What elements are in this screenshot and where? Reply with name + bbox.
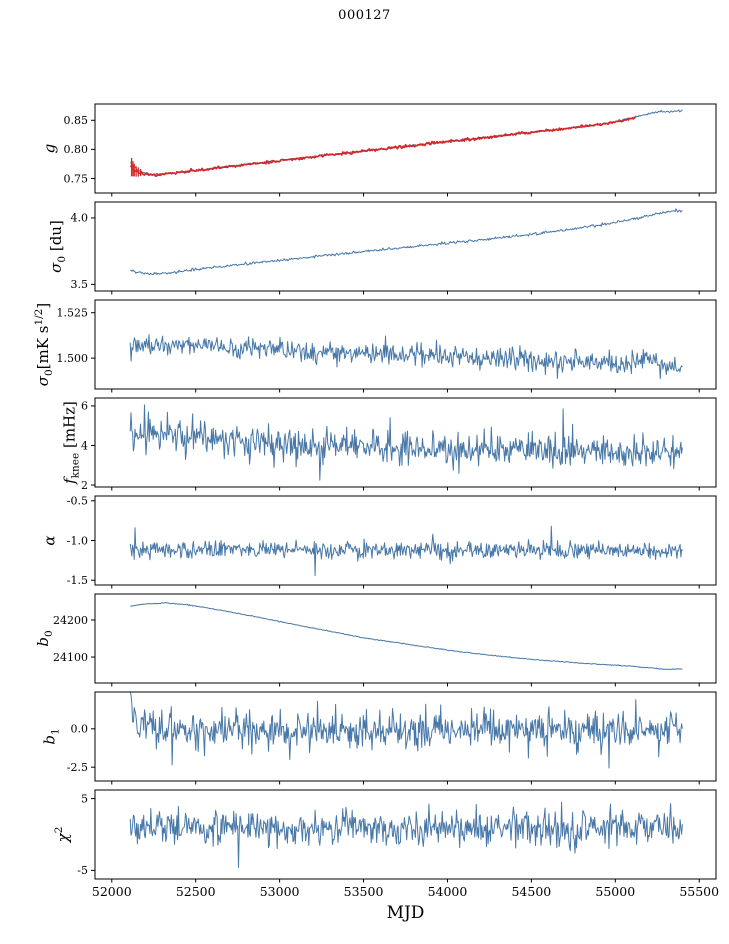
xtick-label: 54000 <box>428 884 468 899</box>
xtick-label: 55500 <box>679 884 719 899</box>
series-sigma0-mks-line <box>129 334 683 380</box>
figure-title: 000127 <box>338 8 391 23</box>
series-chi2-line <box>129 801 683 868</box>
panel-sigma0-mks-frame <box>94 299 717 390</box>
panel-b1-frame <box>94 691 717 782</box>
series-fknee-line <box>129 404 683 481</box>
panel-chi2-ylabel: χ2 <box>53 827 72 844</box>
panel-alpha-ytick-label: -1.0 <box>67 534 88 547</box>
panel-g-ytick-label: 0.85 <box>64 114 89 127</box>
xtick-label: 52000 <box>92 884 132 899</box>
panel-fknee-ytick-label: 2 <box>81 479 88 492</box>
x-axis-label: MJD <box>386 903 425 923</box>
panel-sigma0-mks-ytick-label: 1.525 <box>57 307 89 320</box>
panel-b0-series-group <box>130 602 683 670</box>
panel-chi2-ytick-label: -5 <box>77 864 88 877</box>
panel-fknee-ytick-label: 4 <box>81 439 88 452</box>
panel-fknee-ytick-label: 6 <box>81 400 88 413</box>
panel-b1-ytick-label: 0.0 <box>71 723 89 736</box>
panel-sigma0-du-ytick-label: 3.5 <box>71 278 89 291</box>
panel-fknee-ylabel: fknee [mHz] <box>60 401 81 485</box>
panel-b0-ytick-label: 24100 <box>53 651 88 664</box>
panel-chi2-ytick-label: 5 <box>81 792 88 805</box>
series-gain-data-line <box>129 109 683 176</box>
series-gain-model-line <box>129 116 636 178</box>
xtick-label: 55000 <box>595 884 635 899</box>
xtick-label: 53500 <box>344 884 384 899</box>
panel-chi2-series-group <box>129 801 683 868</box>
panel-b1-ylabel: b1 <box>41 728 62 744</box>
panel-b0-ytick-label: 24200 <box>53 614 88 627</box>
panel-sigma0-mks-series-group <box>129 334 683 380</box>
panel-sigma0-mks-ylabel: σ0[mK s1/2] <box>33 303 55 386</box>
series-sigma0-du-line <box>130 208 683 276</box>
panel-sigma0-du-frame <box>94 201 717 292</box>
panel-sigma0-du-series-group <box>130 208 683 276</box>
panel-chi2-frame <box>94 789 717 880</box>
panel-g-ytick-label: 0.80 <box>64 143 89 156</box>
xtick-label: 54500 <box>511 884 551 899</box>
panel-fknee-series-group <box>129 404 683 481</box>
panel-alpha-ytick-label: -0.5 <box>67 495 88 508</box>
panel-sigma0-du-ylabel: σ0 [du] <box>47 220 68 273</box>
panel-g-ytick-label: 0.75 <box>64 172 89 185</box>
xtick-label: 52500 <box>176 884 216 899</box>
panel-sigma0-mks-ytick-label: 1.500 <box>57 352 89 365</box>
panel-alpha-ylabel: α <box>41 535 59 545</box>
panel-alpha-frame <box>94 495 717 586</box>
panel-g-series-group <box>129 109 683 178</box>
panel-sigma0-du-ytick-label: 4.0 <box>71 212 89 225</box>
panel-g-ylabel: g <box>41 144 59 154</box>
panel-b1-series-group <box>129 692 683 769</box>
panel-g-frame <box>94 103 717 194</box>
panel-b0-ylabel: b0 <box>34 630 55 646</box>
series-alpha-line <box>129 525 683 576</box>
xtick-label: 53000 <box>260 884 300 899</box>
series-b1-line <box>129 692 683 769</box>
panel-alpha-series-group <box>129 525 683 576</box>
panel-fknee-frame <box>94 397 717 488</box>
panel-b0-frame <box>94 593 717 684</box>
series-b0-line <box>130 602 683 670</box>
panel-alpha-ytick-label: -1.5 <box>67 574 88 587</box>
panel-b1-ytick-label: -2.5 <box>67 761 88 774</box>
